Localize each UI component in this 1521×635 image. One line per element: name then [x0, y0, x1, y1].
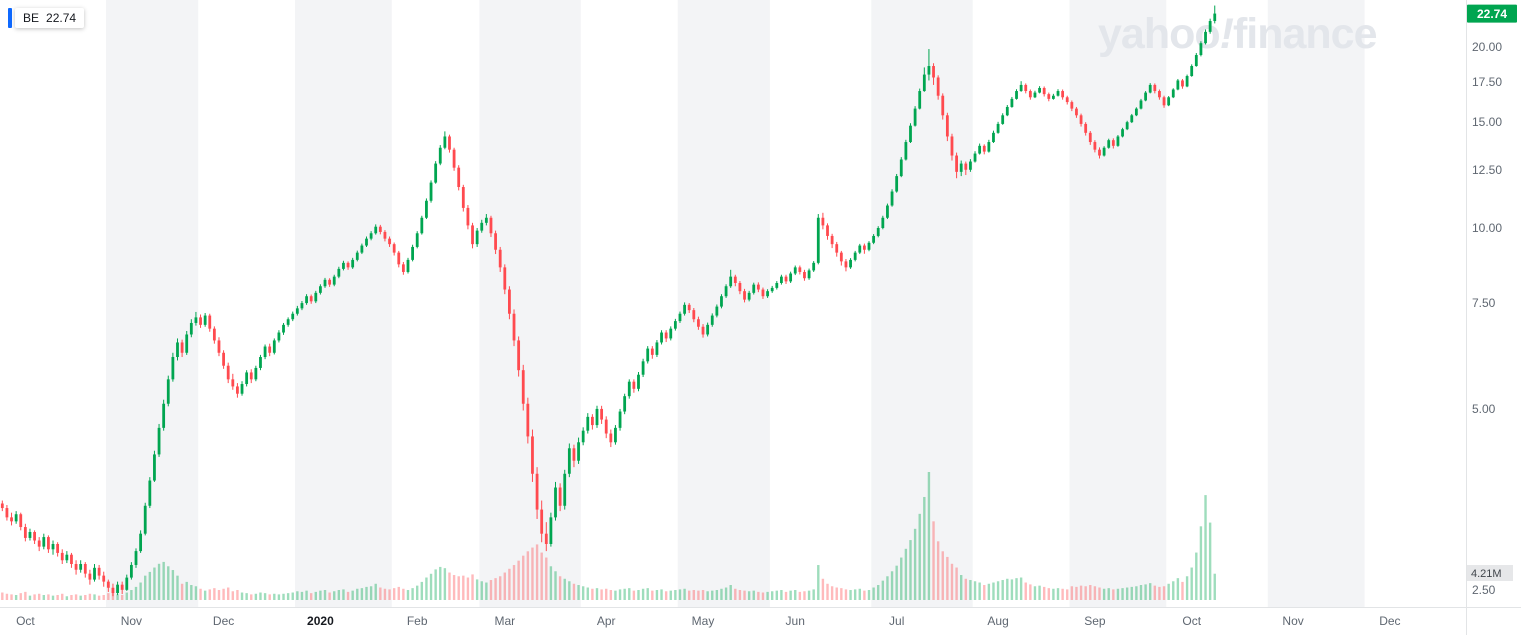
svg-text:Nov: Nov	[121, 614, 142, 628]
svg-text:2.50: 2.50	[1472, 583, 1496, 597]
watermark-finance: finance	[1233, 10, 1377, 58]
svg-text:15.00: 15.00	[1472, 115, 1502, 129]
svg-text:Dec: Dec	[1379, 614, 1400, 628]
svg-text:Mar: Mar	[494, 614, 515, 628]
watermark-exclamation-icon: !	[1220, 10, 1234, 58]
month-stripes	[106, 0, 1365, 607]
series-color-bar	[8, 8, 12, 28]
svg-text:Apr: Apr	[597, 614, 616, 628]
svg-text:22.74: 22.74	[1477, 7, 1507, 21]
svg-text:Oct: Oct	[1182, 614, 1201, 628]
svg-text:Jul: Jul	[889, 614, 904, 628]
ticker-symbol: BE	[23, 11, 40, 25]
svg-text:Feb: Feb	[407, 614, 428, 628]
svg-text:Nov: Nov	[1282, 614, 1303, 628]
svg-text:Aug: Aug	[987, 614, 1008, 628]
yahoo-finance-watermark: yahoo!finance	[1098, 10, 1377, 58]
svg-text:Dec: Dec	[213, 614, 234, 628]
ticker-price: 22.74	[46, 11, 77, 25]
svg-text:May: May	[692, 614, 715, 628]
svg-text:Sep: Sep	[1084, 614, 1106, 628]
svg-text:7.50: 7.50	[1472, 296, 1496, 310]
svg-text:20.00: 20.00	[1472, 40, 1502, 54]
svg-text:10.00: 10.00	[1472, 221, 1502, 235]
svg-text:Oct: Oct	[16, 614, 35, 628]
svg-text:4.21M: 4.21M	[1471, 568, 1502, 580]
ticker-badge: BE 22.74	[15, 8, 85, 28]
ticker-legend: BE 22.74	[8, 8, 85, 28]
svg-text:Jun: Jun	[786, 614, 805, 628]
svg-text:17.50: 17.50	[1472, 75, 1502, 89]
svg-text:5.00: 5.00	[1472, 402, 1496, 416]
svg-text:2020: 2020	[307, 614, 334, 628]
svg-text:12.50: 12.50	[1472, 163, 1502, 177]
